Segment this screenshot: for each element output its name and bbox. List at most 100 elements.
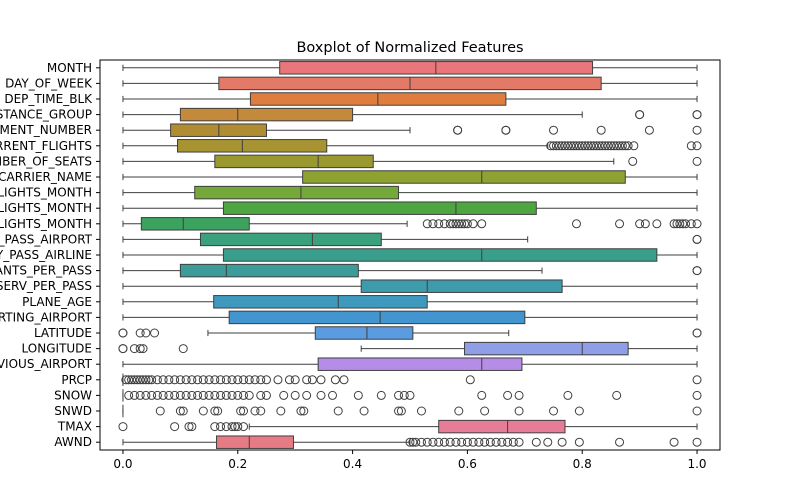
y-tick-label: PLANE_AGE [22,295,92,309]
outlier-point [451,219,461,229]
box-flt-attendants-per-pass [122,263,702,278]
x-tick-label: 0.0 [113,457,132,471]
y-tick-label: LATITUDE [34,326,92,340]
outlier-point [178,344,188,354]
outlier-point [644,125,654,135]
outlier-point [376,390,386,400]
y-tick-label: AVG_MONTHLY_PASS_AIRLINE [0,248,92,262]
outlier-point [290,375,300,385]
outlier-point [428,219,438,229]
plot-area [118,61,702,449]
y-tick-label: AVG_MONTHLY_PASS_AIRPORT [0,232,93,246]
y-tick-label: AIRPORT_FLIGHTS_MONTH [0,186,92,200]
outlier-point [279,390,289,400]
box-latitude [118,326,702,340]
y-tick-label: NUMBER_OF_SEATS [0,154,92,168]
outlier-point [359,406,369,416]
outlier-point [612,390,622,400]
outlier-point [210,390,220,400]
box-ground-serv-per-pass [122,279,698,293]
outlier-point [193,390,203,400]
outlier-point [422,437,432,447]
outlier-point [204,390,214,400]
outlier-point [686,141,696,151]
outlier-point [566,141,576,151]
outlier-point [221,390,231,400]
outlier-point [629,141,639,151]
outlier-point [394,406,404,416]
outlier-point [480,406,490,416]
box-carrier-name [122,170,698,184]
outlier-point [155,406,165,416]
outlier-point [514,390,524,400]
outlier-point [457,437,467,447]
outlier-point [468,219,478,229]
iqr-box [199,232,382,247]
outlier-point [501,125,511,135]
outlier-point [557,437,567,447]
box-snwd [122,404,702,418]
outlier-point [445,219,455,229]
outlier-point [244,390,254,400]
outlier-point [557,141,567,151]
iqr-box [214,154,374,169]
outlier-point [692,390,702,400]
outlier-point [635,110,645,120]
outlier-point [296,406,306,416]
iqr-box [194,185,400,200]
chart-title: Boxplot of Normalized Features [296,40,523,56]
outlier-point [339,375,349,385]
outlier-point [692,266,702,276]
outlier-point [187,422,197,432]
box-airport-flights-month [122,185,698,200]
outlier-point [152,375,162,385]
x-tick-label: 1.0 [687,457,706,471]
outlier-point [692,375,702,385]
iqr-box [179,107,354,122]
y-tick-label: MONTH [47,61,92,75]
outlier-point [353,390,363,400]
box-segment-number [122,123,702,137]
outlier-point [445,437,455,447]
outlier-point [250,406,260,416]
outlier-point [554,141,564,151]
outlier-point [692,219,702,229]
outlier-point [594,141,604,151]
outlier-point [121,375,131,385]
outlier-point [474,437,484,447]
outlier-point [198,375,208,385]
outlier-point [628,156,638,166]
outlier-point [597,141,607,151]
outlier-point [127,375,137,385]
outlier-point [549,406,559,416]
box-day-of-week [122,76,698,91]
iqr-box [302,170,626,184]
outlier-point [210,406,220,416]
iqr-box [360,279,563,293]
outlier-point [273,375,283,385]
outlier-point [422,219,432,229]
outlier-point [551,141,561,151]
outlier-point [620,141,630,151]
box-prcp [121,373,702,387]
y-tick-label: PREVIOUS_AIRPORT [0,357,93,371]
outlier-point [514,437,524,447]
box-departing-airport [122,310,698,325]
outlier-point [152,390,162,400]
outlier-point [132,375,142,385]
outlier-point [497,437,507,447]
outlier-point [681,219,691,229]
y-tick-label: AWND [54,435,92,449]
outlier-point [256,375,266,385]
outlier-point [640,219,650,229]
x-tick-label: 0.2 [228,457,247,471]
outlier-point [485,437,495,447]
y-tick-label: CARRIER_NAME [0,170,92,184]
outlier-point [652,219,662,229]
outlier-point [233,422,243,432]
outlier-point [170,422,180,432]
outlier-point [394,390,404,400]
outlier-point [124,375,134,385]
outlier-point [141,375,151,385]
